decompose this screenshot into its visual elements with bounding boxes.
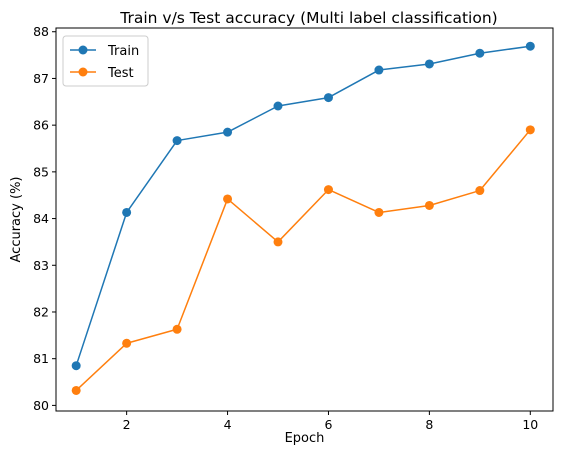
series-train bbox=[71, 41, 535, 371]
y-axis-ticks: 80 81 82 83 84 85 86 87 88 bbox=[33, 24, 56, 413]
data-point-test bbox=[273, 237, 283, 247]
plot-frame bbox=[55, 27, 554, 412]
x-tick-label: 8 bbox=[425, 417, 433, 432]
plot-area bbox=[56, 28, 553, 411]
series-test bbox=[71, 125, 535, 395]
data-point-train bbox=[223, 127, 233, 137]
data-point-test bbox=[71, 385, 81, 395]
y-tick-label: 86 bbox=[33, 118, 49, 133]
x-axis-ticks: 2 4 6 8 10 bbox=[123, 411, 538, 432]
data-point-test bbox=[323, 185, 333, 195]
series-layer bbox=[71, 41, 535, 395]
legend-marker-test bbox=[78, 67, 88, 77]
x-axis-label: Epoch bbox=[285, 431, 325, 446]
data-point-train bbox=[475, 48, 485, 58]
legend-label-test: Test bbox=[107, 66, 134, 81]
data-point-test bbox=[223, 194, 233, 204]
data-point-train bbox=[122, 207, 132, 217]
series-line-test bbox=[75, 129, 531, 391]
data-point-train bbox=[374, 65, 384, 75]
y-tick-label: 81 bbox=[33, 351, 49, 366]
y-tick-label: 80 bbox=[33, 398, 49, 413]
legend-entry-test: Test bbox=[70, 66, 134, 81]
data-point-test bbox=[475, 186, 485, 196]
y-tick-label: 85 bbox=[33, 164, 49, 179]
data-point-train bbox=[172, 136, 182, 146]
legend-label-train: Train bbox=[107, 44, 139, 59]
data-point-test bbox=[424, 200, 434, 210]
y-tick-label: 82 bbox=[33, 304, 49, 319]
y-tick-label: 83 bbox=[33, 258, 49, 273]
x-tick-label: 4 bbox=[224, 417, 232, 432]
data-point-train bbox=[525, 41, 535, 51]
x-tick-label: 2 bbox=[123, 417, 131, 432]
data-point-test bbox=[525, 125, 535, 135]
data-point-train bbox=[323, 93, 333, 103]
data-point-test bbox=[374, 207, 384, 217]
data-point-train bbox=[273, 101, 283, 111]
data-point-test bbox=[172, 324, 182, 334]
data-point-test bbox=[122, 338, 132, 348]
chart-title: Train v/s Test accuracy (Multi label cla… bbox=[119, 9, 497, 27]
y-tick-label: 88 bbox=[33, 24, 49, 39]
data-point-train bbox=[424, 59, 434, 69]
x-tick-label: 10 bbox=[522, 417, 538, 432]
legend-marker-train bbox=[78, 45, 88, 55]
series-line-train bbox=[75, 45, 531, 366]
y-tick-label: 84 bbox=[33, 211, 49, 226]
y-tick-label: 87 bbox=[33, 71, 49, 86]
legend: Train Test bbox=[62, 35, 149, 87]
legend-entry-train: Train bbox=[70, 44, 139, 59]
y-axis-label: Accuracy (%) bbox=[9, 177, 24, 263]
data-point-train bbox=[71, 361, 81, 371]
x-tick-label: 6 bbox=[324, 417, 332, 432]
